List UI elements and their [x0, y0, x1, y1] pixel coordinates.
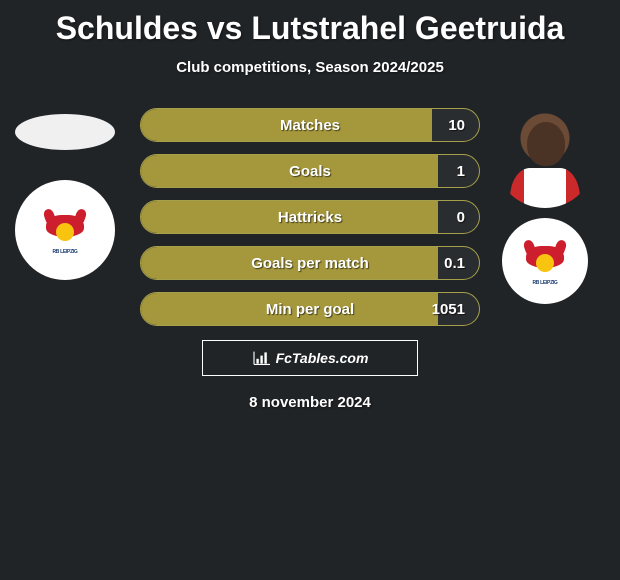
left-club-badge: RB LEIPZIG: [15, 180, 115, 280]
stat-label: Matches: [141, 109, 479, 141]
stat-value-right: 0.1: [444, 247, 465, 279]
subtitle: Club competitions, Season 2024/2025: [0, 59, 620, 76]
stat-row: Hattricks0: [140, 200, 480, 234]
stats-list: Matches10Goals1Hattricks0Goals per match…: [140, 108, 480, 326]
watermark: FcTables.com: [202, 340, 418, 376]
page-title: Schuldes vs Lutstrahel Geetruida: [0, 0, 620, 47]
left-player-avatar: [15, 114, 115, 150]
stat-label: Min per goal: [141, 293, 479, 325]
stat-row: Goals1: [140, 154, 480, 188]
stat-value-right: 1051: [432, 293, 465, 325]
chart-icon: [252, 350, 272, 366]
left-player-column: RB LEIPZIG: [10, 108, 120, 280]
stat-label: Hattricks: [141, 201, 479, 233]
date-label: 8 november 2024: [0, 394, 620, 411]
stat-label: Goals: [141, 155, 479, 187]
right-player-avatar: [495, 108, 595, 208]
right-player-column: RB LEIPZIG: [490, 108, 600, 304]
watermark-text: FcTables.com: [276, 350, 369, 366]
stat-label: Goals per match: [141, 247, 479, 279]
rb-leipzig-logo-icon: RB LEIPZIG: [44, 209, 86, 251]
stat-value-right: 10: [448, 109, 465, 141]
right-club-badge: RB LEIPZIG: [502, 218, 588, 304]
stat-value-right: 1: [457, 155, 465, 187]
comparison-panel: RB LEIPZIG RB LEIPZIG Matches10Goals1Hat…: [0, 108, 620, 411]
stat-value-right: 0: [457, 201, 465, 233]
stat-row: Matches10: [140, 108, 480, 142]
stat-row: Goals per match0.1: [140, 246, 480, 280]
rb-leipzig-logo-icon: RB LEIPZIG: [524, 240, 566, 282]
stat-row: Min per goal1051: [140, 292, 480, 326]
